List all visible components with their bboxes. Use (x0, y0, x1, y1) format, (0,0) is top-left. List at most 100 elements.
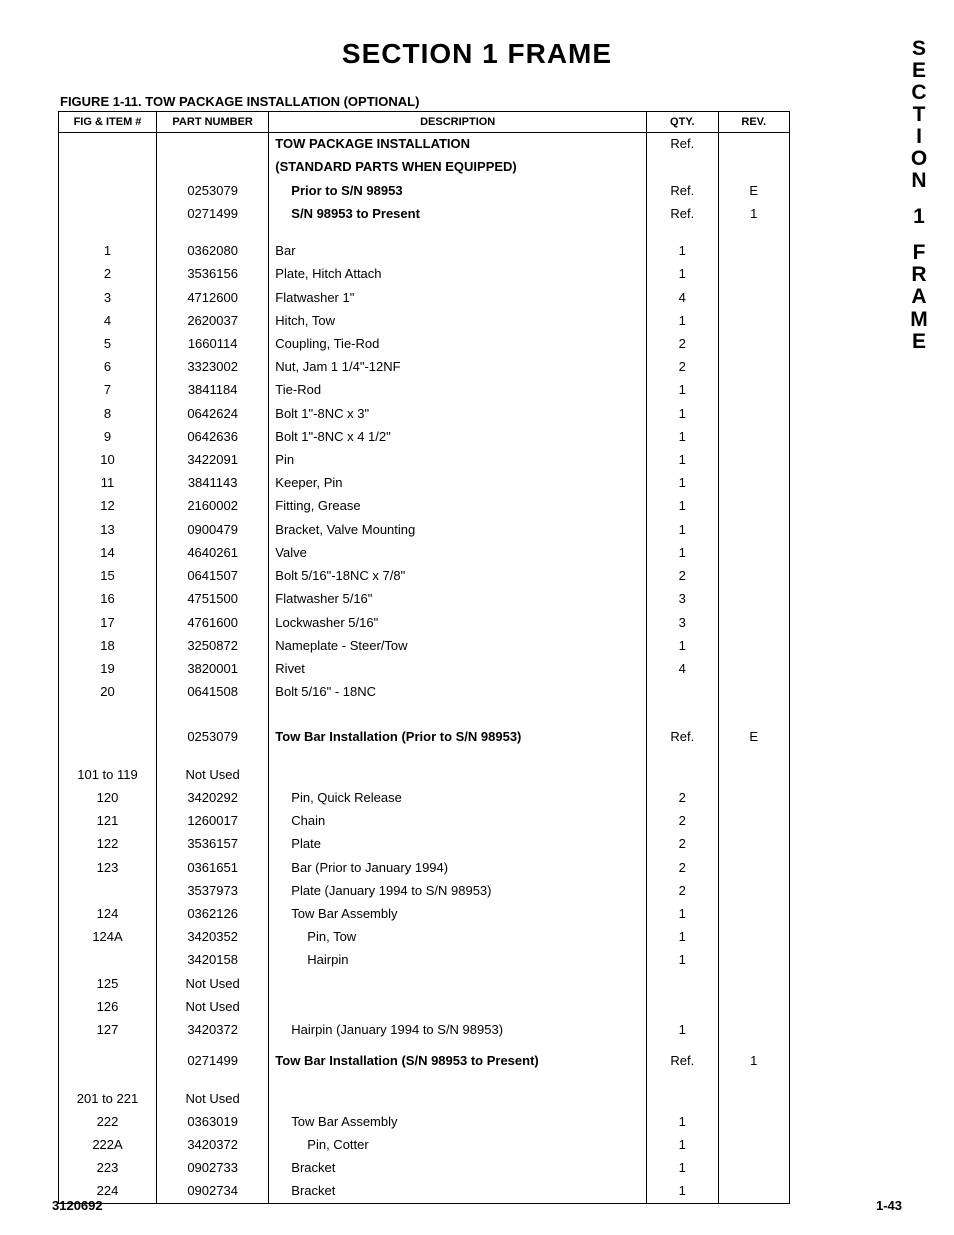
cell-part: Not Used (157, 972, 269, 995)
cell-qty (647, 681, 718, 704)
cell-qty: 4 (647, 658, 718, 681)
cell-desc: Tow Bar Installation (Prior to S/N 98953… (269, 726, 647, 749)
cell-fig: 121 (59, 810, 157, 833)
cell-part: 0642636 (157, 426, 269, 449)
cell-part: 0900479 (157, 519, 269, 542)
cell-part: Not Used (157, 1087, 269, 1110)
cell-rev (718, 310, 790, 333)
cell-qty: 1 (647, 1134, 718, 1157)
table-row: 201 to 221Not Used (59, 1087, 790, 1110)
cell-part: 3536156 (157, 263, 269, 286)
cell-part: 3841143 (157, 472, 269, 495)
cell-part: 1260017 (157, 810, 269, 833)
table-row: 10362080Bar1 (59, 240, 790, 263)
cell-qty: Ref. (647, 179, 718, 202)
cell-rev (718, 856, 790, 879)
cell-qty: 2 (647, 787, 718, 810)
table-row: 0253079Prior to S/N 98953Ref.E (59, 179, 790, 202)
cell-part: 3422091 (157, 449, 269, 472)
cell-part: 0253079 (157, 726, 269, 749)
cell-part: 0253079 (157, 179, 269, 202)
cell-desc (269, 1087, 647, 1110)
cell-rev (718, 1157, 790, 1180)
cell-qty: 3 (647, 611, 718, 634)
cell-part: 4712600 (157, 286, 269, 309)
cell-part: 0641507 (157, 565, 269, 588)
cell-qty: 2 (647, 880, 718, 903)
cell-part: 1660114 (157, 333, 269, 356)
cell-rev (718, 1134, 790, 1157)
side-tab-letter: A (904, 286, 934, 308)
cell-desc: Tow Bar Assembly (269, 903, 647, 926)
table-row (59, 226, 790, 240)
table-row: 3420158Hairpin1 (59, 949, 790, 972)
cell-part: 0271499 (157, 1050, 269, 1073)
cell-desc: Keeper, Pin (269, 472, 647, 495)
cell-desc: Coupling, Tie-Rod (269, 333, 647, 356)
table-row: 0271499S/N 98953 to PresentRef.1 (59, 203, 790, 226)
table-row: 174761600Lockwasher 5/16"3 (59, 611, 790, 634)
cell-fig: 122 (59, 833, 157, 856)
cell-qty: 2 (647, 833, 718, 856)
side-tab-letter: M (904, 309, 934, 331)
section-title: SECTION 1 FRAME (52, 38, 902, 70)
cell-fig: 20 (59, 681, 157, 704)
cell-fig (59, 156, 157, 179)
cell-rev (718, 426, 790, 449)
cell-part: 3420372 (157, 1019, 269, 1042)
cell-desc: Valve (269, 542, 647, 565)
table-row (59, 718, 790, 726)
table-header: FIG & ITEM # PART NUMBER DESCRIPTION QTY… (59, 112, 790, 133)
cell-fig: 8 (59, 402, 157, 425)
cell-rev: E (718, 179, 790, 202)
cell-rev (718, 763, 790, 786)
cell-desc: Plate (269, 833, 647, 856)
cell-desc (269, 996, 647, 1019)
cell-desc: Fitting, Grease (269, 495, 647, 518)
cell-fig: 124 (59, 903, 157, 926)
cell-rev (718, 495, 790, 518)
cell-part: 4640261 (157, 542, 269, 565)
cell-part: 0902733 (157, 1157, 269, 1180)
side-tab-letter: E (904, 331, 934, 353)
cell-qty: 1 (647, 1157, 718, 1180)
table-row: 51660114Coupling, Tie-Rod2 (59, 333, 790, 356)
cell-desc: Rivet (269, 658, 647, 681)
table-row: 42620037Hitch, Tow1 (59, 310, 790, 333)
side-tab: SECTION1FRAME (904, 38, 934, 353)
cell-part: Not Used (157, 996, 269, 1019)
cell-rev: 1 (718, 1050, 790, 1073)
table-row (59, 1073, 790, 1087)
cell-part: 4761600 (157, 611, 269, 634)
table-row: 2230902733Bracket1 (59, 1157, 790, 1180)
table-row: 101 to 119Not Used (59, 763, 790, 786)
table-row: 1273420372Hairpin (January 1994 to S/N 9… (59, 1019, 790, 1042)
cell-qty: 1 (647, 949, 718, 972)
cell-qty: Ref. (647, 133, 718, 157)
cell-desc: Tow Bar Assembly (269, 1111, 647, 1134)
cell-rev (718, 681, 790, 704)
cell-fig: 222A (59, 1134, 157, 1157)
cell-desc: Plate (January 1994 to S/N 98953) (269, 880, 647, 903)
cell-part: 0642624 (157, 402, 269, 425)
table-row: 193820001Rivet4 (59, 658, 790, 681)
table-row: 23536156Plate, Hitch Attach1 (59, 263, 790, 286)
cell-desc: Pin, Cotter (269, 1134, 647, 1157)
table-row: 125Not Used (59, 972, 790, 995)
parts-table: FIG & ITEM # PART NUMBER DESCRIPTION QTY… (58, 111, 790, 1204)
cell-rev (718, 903, 790, 926)
table-row: 122160002Fitting, Grease1 (59, 495, 790, 518)
cell-desc: Flatwasher 1" (269, 286, 647, 309)
table-row: 222A3420372Pin, Cotter1 (59, 1134, 790, 1157)
side-tab-letter: S (904, 38, 934, 60)
cell-qty (647, 156, 718, 179)
cell-rev (718, 810, 790, 833)
cell-fig (59, 880, 157, 903)
table-row: 150641507Bolt 5/16"-18NC x 7/8"2 (59, 565, 790, 588)
cell-desc: Pin, Tow (269, 926, 647, 949)
cell-desc: Plate, Hitch Attach (269, 263, 647, 286)
cell-fig: 14 (59, 542, 157, 565)
cell-part: 0363019 (157, 1111, 269, 1134)
cell-rev (718, 972, 790, 995)
table-row: 1240362126Tow Bar Assembly1 (59, 903, 790, 926)
